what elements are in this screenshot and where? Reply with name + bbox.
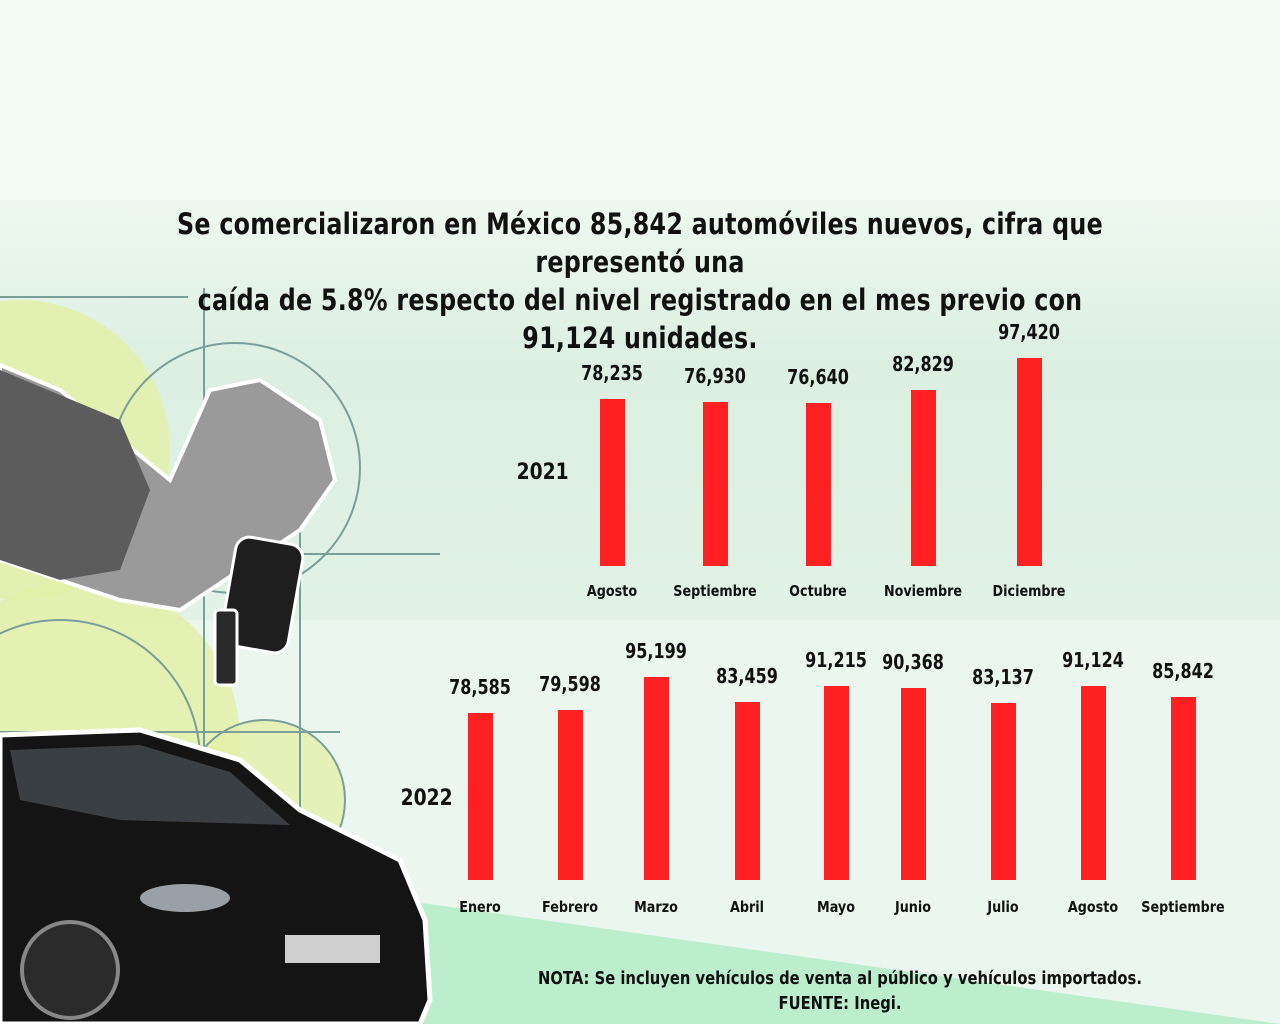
data-label: 76,930 <box>684 364 746 389</box>
category-label: Febrero <box>542 898 598 916</box>
data-label: 83,459 <box>716 664 778 689</box>
bar-2022-abril <box>734 702 760 880</box>
data-label: 82,829 <box>892 351 954 376</box>
data-label: 91,124 <box>1062 647 1124 672</box>
bar-2021-agosto <box>599 399 625 566</box>
data-label: 79,598 <box>539 672 601 697</box>
category-label: Septiembre <box>1141 898 1225 916</box>
year-label-2021: 2021 <box>516 460 569 485</box>
bar-2022-julio <box>990 702 1016 880</box>
headline-line-2: caída de 5.8% respecto del nivel registr… <box>197 283 1083 355</box>
category-label: Marzo <box>634 898 678 916</box>
bar-2022-enero <box>467 712 493 880</box>
bar-2022-febrero <box>557 710 583 880</box>
category-label: Septiembre <box>673 582 757 600</box>
headline-line-1: Se comercializaron en México 85,842 auto… <box>177 207 1103 279</box>
bar-2021-septiembre <box>702 402 728 566</box>
bar-2021-noviembre <box>910 389 936 566</box>
footer-note: NOTA: Se incluyen vehículos de venta al … <box>538 968 1142 989</box>
data-label: 78,235 <box>581 361 643 386</box>
category-label: Agosto <box>586 582 638 600</box>
data-label: 90,368 <box>882 649 944 674</box>
bar-2022-marzo <box>643 677 669 880</box>
category-label: Octubre <box>789 582 847 600</box>
category-label: Julio <box>987 898 1019 916</box>
bar-2022-junio <box>900 687 926 880</box>
footer-source: FUENTE: Inegi. <box>778 993 902 1014</box>
data-label: 78,585 <box>449 674 511 699</box>
footer: NOTA: Se incluyen vehículos de venta al … <box>512 966 1168 1016</box>
category-label: Abril <box>729 898 765 916</box>
category-label: Agosto <box>1067 898 1119 916</box>
bar-2021-octubre <box>805 402 831 566</box>
data-label: 83,137 <box>972 664 1034 689</box>
bar-2022-septiembre <box>1170 697 1196 880</box>
category-label: Diciembre <box>992 582 1066 600</box>
bar-2021-diciembre <box>1016 358 1042 566</box>
decorative-illustration <box>0 288 440 1024</box>
data-label: 76,640 <box>787 364 849 389</box>
category-label: Enero <box>459 898 501 916</box>
category-label: Mayo <box>817 898 855 916</box>
bar-2022-mayo <box>823 685 849 880</box>
data-label: 95,199 <box>625 639 687 664</box>
year-label-2022: 2022 <box>400 786 453 811</box>
data-label: 85,842 <box>1152 659 1214 684</box>
headline: Se comercializaron en México 85,842 auto… <box>164 205 1115 357</box>
bar-2022-agosto <box>1080 685 1106 880</box>
category-label: Junio <box>894 898 932 916</box>
category-label: Noviembre <box>883 582 963 600</box>
data-label: 97,420 <box>998 320 1060 345</box>
data-label: 91,215 <box>805 647 867 672</box>
